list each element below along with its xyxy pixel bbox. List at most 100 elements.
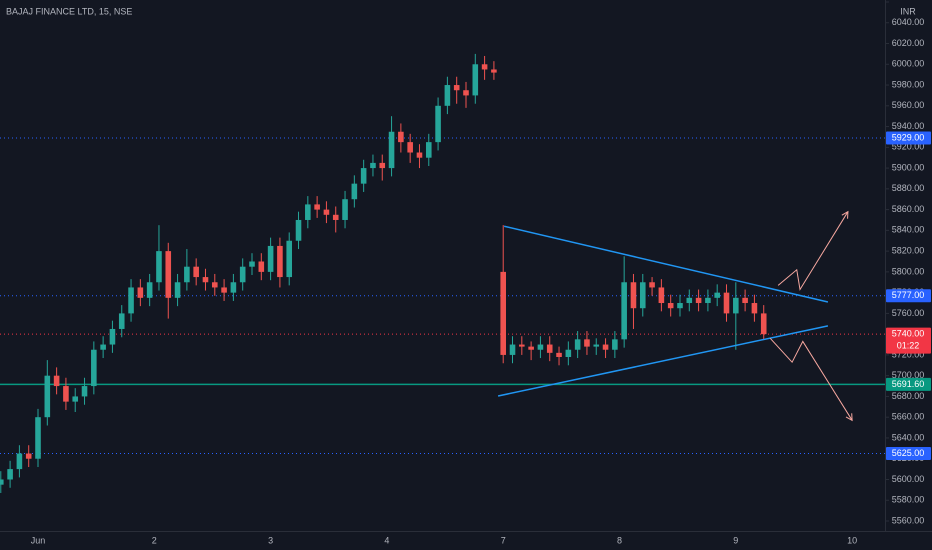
y-tick-label: 5800.00 (892, 266, 925, 276)
candle-body (760, 313, 767, 335)
candle-body (733, 297, 739, 314)
candle-body (314, 204, 320, 210)
candle-body (723, 292, 730, 314)
candle-body (193, 266, 199, 278)
candle-body (258, 261, 265, 272)
currency-label: INR (900, 6, 916, 16)
candle-body (35, 417, 41, 459)
arrow-head (841, 210, 849, 219)
candle-body (593, 344, 600, 347)
candle-body (118, 313, 125, 329)
price-level-label: 5777.00 (892, 290, 925, 300)
arrow-head (845, 413, 853, 422)
price-level-tag (886, 377, 931, 391)
price-level-tag (886, 289, 931, 303)
candle-body (100, 344, 106, 350)
candle-body (509, 344, 516, 355)
candle-body (286, 240, 293, 278)
candle-body (491, 69, 497, 73)
y-tick-label: 5920.00 (892, 142, 925, 152)
candle-body (612, 339, 618, 350)
y-tick-label: 5960.00 (892, 100, 925, 110)
countdown-label: 01:22 (897, 341, 920, 351)
candle-body (25, 453, 32, 459)
y-tick-label: 6000.00 (892, 59, 925, 69)
candle-body (565, 349, 572, 357)
chart-title: BAJAJ FINANCE LTD, 15, NSE (6, 6, 132, 16)
candle-body (44, 375, 51, 418)
candle-body (677, 303, 683, 309)
x-tick-label: 3 (268, 535, 273, 545)
x-tick-label: 2 (152, 535, 157, 545)
y-tick-label: 5820.00 (892, 245, 925, 255)
candle-body (714, 292, 720, 298)
candle-body (16, 453, 23, 470)
candle-body (267, 245, 274, 272)
y-tick-label: 5860.00 (892, 204, 925, 214)
y-tick-label: 5720.00 (892, 349, 925, 359)
y-tick-label: 5760.00 (892, 308, 925, 318)
x-tick-label: 4 (384, 535, 389, 545)
y-tick-label: 5700.00 (892, 370, 925, 380)
candle-body (53, 375, 60, 387)
candle-body (137, 287, 144, 298)
candle-body (0, 479, 4, 485)
candle-body (342, 199, 348, 220)
price-level-label: 5929.00 (892, 132, 925, 142)
candle-body (472, 64, 479, 96)
candle-body (249, 261, 255, 267)
candle-body (81, 386, 88, 397)
y-tick-label: 5900.00 (892, 162, 925, 172)
price-level-label: 5740.00 (892, 329, 925, 339)
candle-body (295, 219, 302, 241)
candle-body (109, 328, 116, 345)
candle-body (360, 168, 367, 184)
candle-body (323, 209, 330, 215)
candle-body (751, 303, 758, 314)
candle-body (277, 245, 283, 278)
x-tick-label: 7 (501, 535, 506, 545)
price-level-tag (886, 131, 931, 145)
candle-body (202, 277, 209, 283)
y-tick-label: 5600.00 (892, 474, 925, 484)
candle-body (546, 344, 553, 353)
candle-body (574, 339, 581, 350)
candle-body (444, 85, 451, 106)
y-tick-label: 5980.00 (892, 79, 925, 89)
candle-body (407, 142, 413, 153)
candle-body (379, 162, 386, 169)
candle-body (63, 386, 69, 402)
y-tick-label: 5680.00 (892, 391, 925, 401)
price-level-label: 5625.00 (892, 448, 925, 458)
candle-body (7, 469, 13, 480)
candle-body (239, 266, 246, 283)
candle-body (705, 297, 711, 304)
price-level-tag (886, 447, 931, 461)
candle-body (528, 346, 534, 350)
candle-body (435, 105, 441, 143)
price-level-tag (886, 327, 931, 354)
y-tick-label: 5640.00 (892, 432, 925, 442)
candle-body (537, 344, 544, 350)
trendline (503, 225, 829, 303)
y-tick-label: 5660.00 (892, 412, 925, 422)
candle-body (398, 131, 404, 143)
y-tick-label: 5580.00 (892, 495, 925, 505)
y-tick-label: 5880.00 (892, 183, 925, 193)
y-tick-label: 6040.00 (892, 17, 925, 27)
candle-body (388, 131, 395, 169)
candle-body (211, 282, 218, 288)
candle-body (556, 352, 562, 357)
price-level-label: 5691.60 (892, 379, 925, 389)
candle-body (463, 90, 469, 96)
candle-body (621, 282, 627, 340)
trendline (497, 325, 829, 397)
candle-body (305, 204, 311, 220)
candle-body (602, 344, 609, 350)
candle-body (72, 396, 79, 402)
candle-body (128, 287, 134, 314)
candle-body (156, 251, 162, 283)
candle-body (146, 282, 153, 298)
candle-body (630, 282, 637, 309)
